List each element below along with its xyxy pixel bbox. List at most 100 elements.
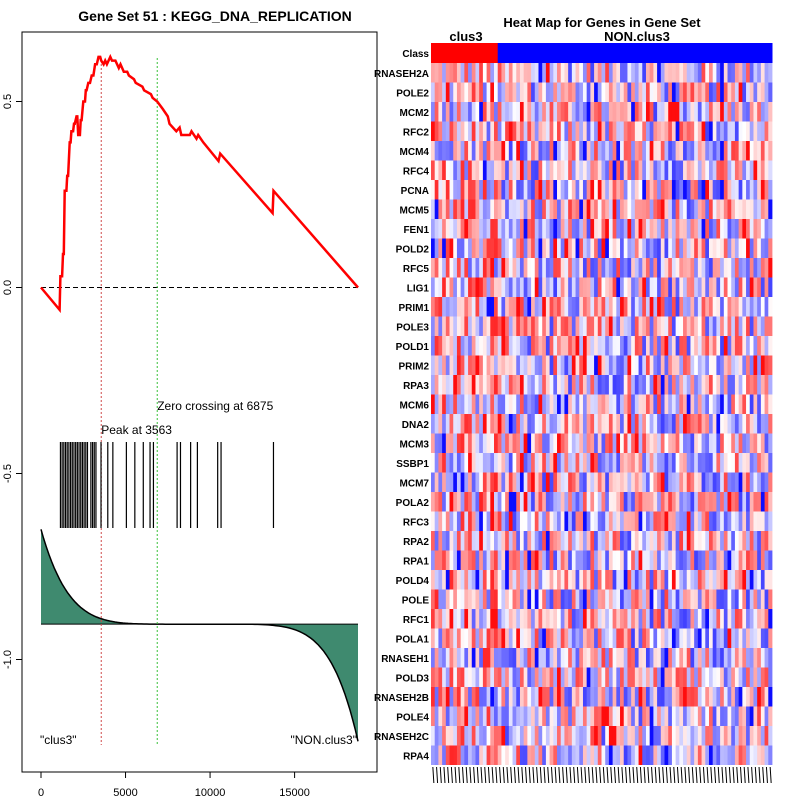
heatmap-cell	[508, 745, 513, 765]
heatmap-cell	[471, 160, 476, 180]
heatmap-cell	[731, 102, 736, 122]
heatmap-cell	[538, 433, 543, 453]
heatmap-cell	[686, 297, 691, 317]
heatmap-cell	[642, 628, 647, 648]
heatmap-cell	[620, 453, 625, 473]
heatmap-cell	[738, 199, 743, 219]
heatmap-cell	[760, 453, 765, 473]
heatmap-cell	[642, 609, 647, 629]
heatmap-cell	[642, 316, 647, 336]
heatmap-cell	[557, 589, 562, 609]
heatmap-cell	[582, 609, 588, 629]
heatmap-cell	[753, 82, 758, 102]
heatmap-cell	[716, 531, 721, 551]
heatmap-cell	[605, 238, 610, 258]
heatmap-cell	[568, 199, 573, 219]
heatmap-cell	[482, 648, 487, 668]
heatmap-cell	[694, 277, 699, 297]
heatmap-cell	[564, 570, 569, 590]
heatmap-cell	[605, 355, 610, 375]
heatmap-cell	[468, 297, 473, 317]
heatmap-cell	[557, 550, 562, 570]
heatmap-cell	[720, 258, 725, 278]
heatmap-cell	[757, 102, 762, 122]
heatmap-cell	[594, 82, 599, 102]
heatmap-cell	[616, 316, 621, 336]
heatmap-cell	[538, 609, 543, 629]
heatmap-cell	[479, 219, 484, 239]
heatmap-cell	[594, 609, 599, 629]
heatmap-cell	[727, 82, 732, 102]
heatmap-cell	[475, 316, 480, 336]
heatmap-cell	[690, 531, 695, 551]
heatmap-cell	[445, 219, 450, 239]
heatmap-cell	[660, 336, 665, 356]
heatmap-cell	[516, 628, 521, 648]
heatmap-cell	[623, 667, 628, 687]
heatmap-cell	[657, 121, 662, 141]
heatmap-cell	[649, 726, 654, 746]
heatmap-cell	[705, 570, 710, 590]
heatmap-cell	[631, 141, 636, 161]
heatmap-cell	[686, 667, 691, 687]
heatmap-cell	[727, 589, 732, 609]
heatmap-cell	[694, 550, 699, 570]
heatmap-cell	[649, 570, 654, 590]
heatmap-cell	[516, 609, 521, 629]
heatmap-cell	[764, 745, 769, 765]
heatmap-cell	[671, 609, 677, 629]
heatmap-cell	[642, 355, 647, 375]
heatmap-cell	[482, 687, 487, 707]
heatmap-cell	[675, 472, 680, 492]
heatmap-cell	[582, 570, 588, 590]
heatmap-cell	[557, 82, 562, 102]
heatmap-cell	[560, 258, 565, 278]
heatmap-cell	[531, 394, 536, 414]
heatmap-cell	[505, 199, 510, 219]
heatmap-cell	[486, 687, 491, 707]
heatmap-cell	[464, 745, 469, 765]
heatmap-cell	[490, 609, 495, 629]
heatmap-cell	[549, 550, 554, 570]
heatmap-cell	[631, 706, 636, 726]
heatmap-cell	[664, 531, 669, 551]
heatmap-cell	[686, 316, 691, 336]
heatmap-cell	[442, 667, 447, 687]
heatmap-cell	[757, 628, 762, 648]
heatmap-cell	[579, 336, 584, 356]
heatmap-cell	[623, 550, 628, 570]
heatmap-cell	[705, 375, 710, 395]
heatmap-cell	[490, 277, 495, 297]
heatmap-cell	[445, 102, 450, 122]
heatmap-cell	[764, 258, 769, 278]
heatmap-cell	[668, 648, 673, 668]
heatmap-cell	[683, 316, 688, 336]
heatmap-cell	[746, 745, 751, 765]
heatmap-cell	[475, 531, 480, 551]
heatmap-cell	[620, 706, 625, 726]
heatmap-cell	[442, 726, 447, 746]
heatmap-cell	[649, 531, 654, 551]
heatmap-cell	[668, 745, 673, 765]
heatmap-cell	[475, 511, 480, 531]
heatmap-cell	[608, 745, 614, 765]
heatmap-cell	[623, 258, 628, 278]
heatmap-cell	[627, 531, 632, 551]
heatmap-cell	[486, 63, 491, 83]
heatmap-cell	[468, 394, 473, 414]
heatmap-cell	[601, 355, 606, 375]
heatmap-cell	[675, 706, 680, 726]
heatmap-cell	[708, 472, 714, 492]
heatmap-cell	[453, 82, 458, 102]
heatmap-cell	[516, 667, 521, 687]
heatmap-cell	[642, 82, 647, 102]
heatmap-cell	[490, 570, 495, 590]
sample-label-tick	[762, 766, 765, 784]
heatmap-cell	[671, 219, 677, 239]
heatmap-cell	[501, 550, 506, 570]
heatmap-cell	[742, 492, 747, 512]
heatmap-cell	[664, 648, 669, 668]
heatmap-cell	[742, 453, 747, 473]
heatmap-cell	[527, 745, 532, 765]
heatmap-cell	[627, 609, 632, 629]
